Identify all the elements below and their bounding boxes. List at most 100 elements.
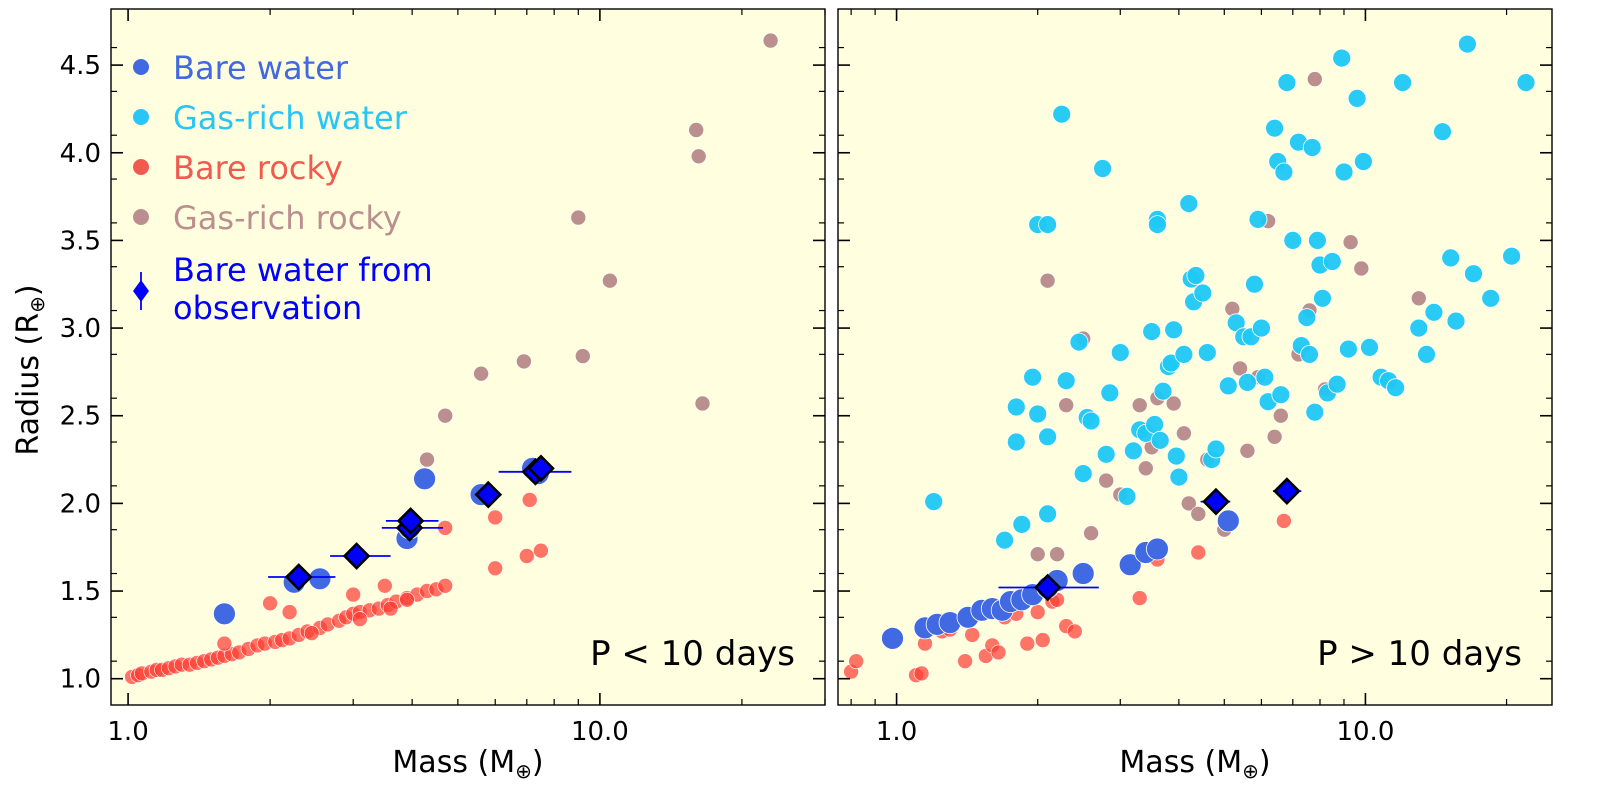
data-point [281,604,298,620]
data-point [1150,430,1170,450]
legend-label: Gas-rich water [173,99,408,137]
data-point [487,560,504,577]
y-axis-label-close: ) [11,284,46,296]
y-tick-label: 3.5 [60,226,101,256]
data-point [1339,339,1358,359]
data-point [924,492,944,512]
data-point [1386,378,1405,398]
data-point [382,600,399,617]
data-point [212,602,236,626]
data-point [1174,344,1194,364]
data-point [1238,372,1257,392]
data-point [1012,515,1032,534]
data-point [1347,89,1367,108]
x-axis-label-subscript: ⊕ [515,759,532,783]
data-point [1393,73,1412,92]
data-point [1067,623,1083,640]
data-point [1232,360,1248,377]
data-point [1071,562,1095,585]
data-point [352,611,368,627]
data-point [1073,464,1093,484]
data-point [1274,162,1294,182]
x-axis-label: Mass (M⊕) [392,745,543,783]
legend-label: Bare water from [173,251,433,289]
data-point [995,530,1014,550]
data-point [1038,215,1057,235]
legend-label: Bare water [173,49,349,87]
data-point [1342,234,1359,250]
data-point [990,644,1007,661]
x-tick-label: 10.0 [1336,717,1394,747]
y-tick-label: 2.0 [60,489,101,519]
data-point [262,595,278,612]
data-point [1058,397,1074,414]
data-point [1098,472,1114,489]
data-point [1308,230,1327,250]
data-point [1029,604,1046,620]
data-point [533,542,549,559]
data-point [1252,318,1271,338]
y-axis-label: Radius (R⊕) [11,284,49,455]
data-point [1302,138,1322,157]
data-point [1019,635,1036,652]
data-point [518,548,535,564]
data-point [1307,71,1323,87]
data-point [1118,553,1142,577]
data-point [1464,264,1483,284]
data-point [1110,343,1130,363]
data-point [694,395,711,412]
data-point [690,148,707,165]
data-point [376,577,393,594]
x-axis-label-main: Mass (M [392,745,515,780]
data-point [1006,397,1026,417]
data-point [1297,308,1317,328]
data-point [957,653,973,670]
data-point [1305,402,1325,422]
observation-diamond [396,507,425,535]
data-point [413,467,437,491]
data-point [1131,590,1148,606]
legend-marker [133,209,149,225]
data-point [1093,159,1112,178]
data-point [1353,260,1370,277]
data-point [1433,122,1452,142]
data-point [1153,381,1173,401]
data-point [1142,322,1162,342]
period-annotation: P < 10 days [590,634,795,674]
y-tick-label: 3.0 [60,314,101,344]
legend-marker [133,159,149,175]
data-point [1006,432,1026,452]
y-tick-label: 1.5 [60,577,101,607]
observation-diamond [1202,487,1230,516]
data-point [1164,320,1184,340]
observation-diamond [474,480,503,509]
data-point [1186,266,1206,285]
data-point [303,625,320,641]
x-axis-label-main: Mass (M [1119,745,1242,780]
data-point [1216,509,1240,533]
data-point [1100,383,1120,403]
data-point [1190,506,1207,522]
data-point [437,407,454,424]
data-point [1458,34,1477,54]
data-point [516,353,532,370]
data-point [1248,209,1268,229]
data-point [1181,495,1197,512]
data-point [762,32,779,49]
observation-diamond [284,563,313,591]
data-point [1145,415,1164,434]
data-point [1052,104,1072,124]
data-point [1271,385,1291,405]
legend-marker [133,59,149,75]
data-point [848,653,865,670]
data-point [1131,397,1148,414]
legend-marker [133,109,149,125]
data-point [216,635,233,652]
data-point [1117,486,1137,506]
data-point [602,272,618,289]
data-point [1239,442,1256,459]
data-point [1039,272,1056,289]
plot-marks [124,32,779,685]
y-tick-label: 4.0 [60,139,101,169]
